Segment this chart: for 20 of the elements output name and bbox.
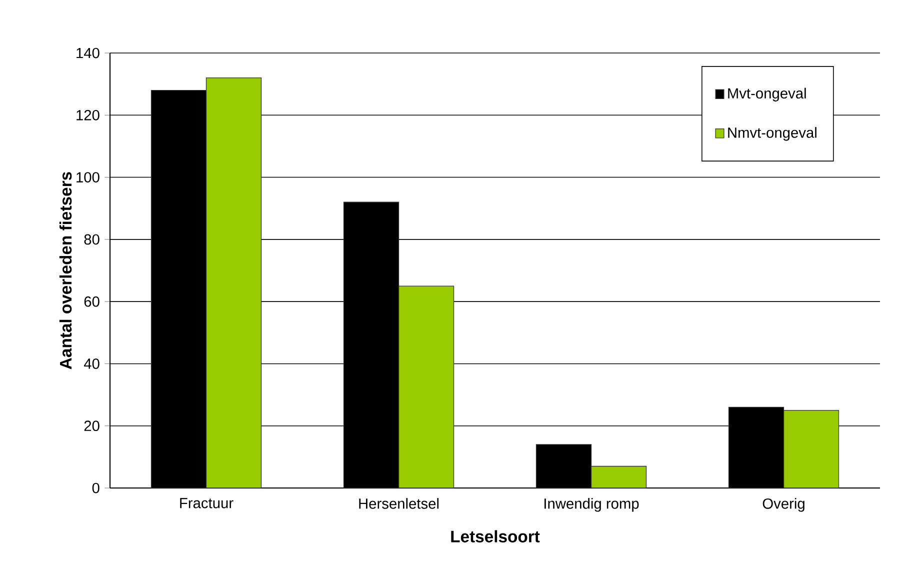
bar: [206, 78, 262, 488]
y-axis-title: Aantal overleden fietsers: [59, 172, 72, 370]
x-tick-label: Fractuur: [180, 498, 234, 508]
x-tick-label: Overig: [762, 498, 804, 512]
y-tick-label: 140: [76, 48, 100, 58]
legend-label: Nmvt-ongeval: [728, 127, 816, 141]
y-tick-label: 20: [84, 420, 100, 432]
bar: [590, 466, 647, 488]
y-tick-label: 100: [76, 172, 100, 182]
bar: [398, 286, 454, 488]
x-tick-label: Inwendig romp: [544, 498, 639, 512]
y-tick-label: 60: [84, 296, 100, 307]
legend-label: Mvt-ongeval: [728, 88, 806, 102]
y-tick-label: 40: [84, 358, 100, 369]
x-tick-label: Hersenletsel: [359, 498, 439, 509]
y-tick-label: 120: [76, 110, 100, 120]
bar: [783, 410, 840, 488]
x-axis-title: Letselsoort: [451, 530, 540, 542]
y-tick-label: 0: [92, 482, 100, 494]
y-tick-label: 80: [84, 234, 100, 245]
